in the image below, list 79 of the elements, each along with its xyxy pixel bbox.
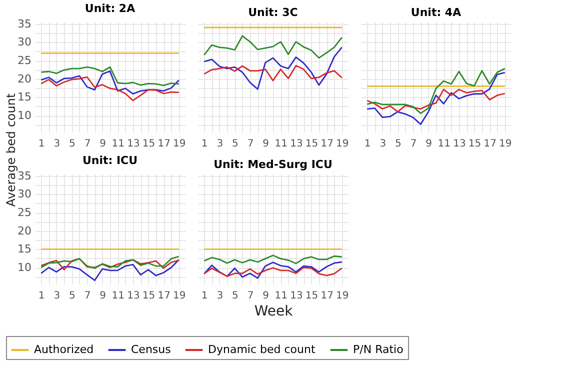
legend-label: Authorized [34,343,94,356]
x-tick-label: 5 [232,138,238,150]
y-tick-label: 30 [18,36,32,49]
x-tick-label: 15 [305,138,318,150]
x-tick-label: 13 [290,138,303,150]
chart-title: Unit: 3C [248,6,298,19]
x-tick-label: 3 [54,138,60,150]
y-tick-label: 15 [18,242,32,256]
x-tick-label: 15 [468,138,482,150]
line-series [40,259,180,282]
x-tick-label: 9 [100,290,106,302]
x-tick-label: 11 [112,290,125,302]
x-tick-label: 7 [84,290,91,302]
y-tick-label: 20 [18,224,32,238]
x-tick-label: 11 [438,138,451,150]
legend-label: Census [131,343,172,356]
chart-title: Unit: 2A [84,2,136,15]
x-tick-label: 11 [274,138,288,150]
y-tick-label: 35 [18,17,32,30]
x-tick-label: 15 [142,138,156,150]
x-tick-label: 3 [54,290,60,302]
x-tick-label: 19 [336,290,349,302]
x-tick-label: 7 [247,290,254,302]
x-tick-label: 11 [274,290,288,302]
x-tick-label: 3 [216,290,224,302]
x-tick-label: 9 [262,138,270,150]
x-tick-label: 19 [336,138,349,150]
x-tick-label: 5 [69,290,76,302]
x-tick-label: 19 [173,138,186,150]
x-tick-label: 3 [216,138,224,150]
y-tick-label: 20 [18,72,32,86]
x-tick-label: 7 [410,138,417,150]
y-tick-label: 10 [18,109,32,122]
y-axis-title: Average bed count [4,93,18,207]
x-tick-label: 15 [305,290,318,302]
line-series [40,70,180,95]
y-tick-label: 10 [18,261,32,274]
x-tick-label: 1 [201,138,208,150]
x-tick-label: 3 [380,138,386,150]
x-tick-label: 17 [158,138,170,150]
x-tick-label: 19 [499,138,512,150]
x-tick-label: 9 [426,138,432,150]
y-tick-label: 25 [18,54,32,67]
x-tick-label: 13 [290,290,303,302]
x-tick-label: 9 [100,138,106,150]
x-tick-label: 15 [142,290,156,302]
x-tick-label: 1 [38,290,45,302]
x-tick-label: 7 [247,138,254,150]
legend-label: Dynamic bed count [208,343,316,356]
x-tick-label: 9 [262,290,270,302]
chart-title: Unit: ICU [82,154,138,167]
y-tick-label: 15 [18,90,32,104]
x-tick-label: 11 [112,138,125,150]
x-tick-label: 1 [38,138,45,150]
x-tick-label: 17 [320,290,334,302]
y-tick-label: 30 [18,188,32,201]
y-tick-label: 25 [18,206,32,219]
y-tick-label: 35 [18,169,32,182]
x-tick-label: 17 [320,138,334,150]
x-tick-label: 5 [232,290,238,302]
x-tick-label: 19 [173,290,186,302]
x-tick-label: 13 [127,290,140,302]
x-tick-label: 7 [84,138,91,150]
legend-label: P/N Ratio [353,343,404,356]
x-axis-title: Week [254,304,294,320]
line-series [40,258,180,270]
x-tick-label: 17 [484,138,496,150]
line-series [40,76,180,102]
x-tick-label: 17 [158,290,170,302]
chart-title: Unit: Med-Surg ICU [214,158,332,171]
line-series [40,66,180,86]
line-series [40,256,180,269]
x-tick-label: 1 [364,138,371,150]
x-tick-label: 5 [69,138,76,150]
chart-title: Unit: 4A [410,6,462,19]
x-tick-label: 13 [127,138,140,150]
x-tick-label: 13 [453,138,466,150]
x-tick-label: 5 [395,138,402,150]
x-tick-label: 1 [201,290,208,302]
